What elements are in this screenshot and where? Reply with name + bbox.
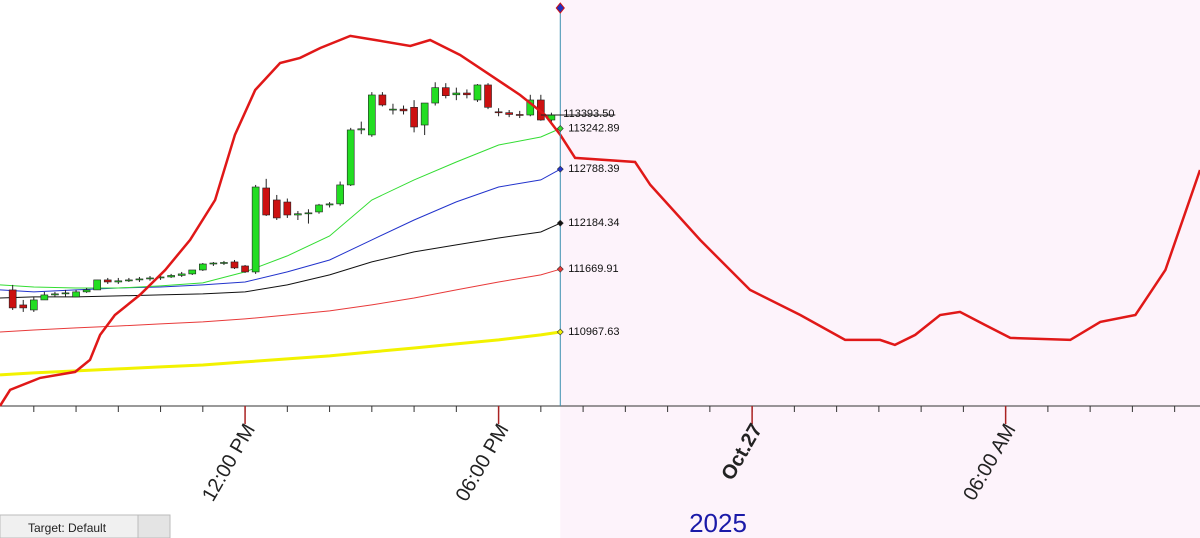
ma-line [0,268,561,333]
candle-body [30,299,38,311]
ma-line [0,330,561,377]
candle-body [378,94,387,106]
candle-body [325,203,334,206]
candle-body [473,84,482,101]
candle-body [61,292,70,295]
end-marker [556,165,564,173]
candle-body [93,279,101,291]
candle-body [346,129,355,186]
ma-line [0,128,561,289]
end-label: 111669.91 [568,263,618,275]
candle-body [410,107,418,128]
candle-body [241,265,249,273]
candle-body [494,111,503,114]
candle-body [389,108,397,111]
candle-body [209,262,218,265]
end-label: 110967.63 [568,326,619,338]
candle-body [72,291,80,298]
candle-body [399,108,408,112]
last-price-label: 113393.50 [563,108,614,120]
candle-body [484,84,492,108]
candle-body [452,92,461,96]
candle-body [8,289,17,309]
candle-body [220,262,228,264]
candle-body [463,92,471,96]
candle-body [357,128,366,131]
candle-body [420,102,429,126]
candle-body [177,273,186,276]
ma-line [0,222,561,299]
candle-body [431,87,440,104]
candle-body [505,112,513,115]
candle-body [262,187,270,216]
candle-body [114,280,123,283]
candle-body [315,204,323,213]
candle-body [40,294,49,301]
end-label: 113242.89 [568,122,619,134]
status-button[interactable] [137,514,171,538]
candle-body [199,263,207,271]
end-marker [556,125,564,132]
end-label: 112184.34 [568,217,619,229]
candle-body [294,213,302,216]
future-area [560,0,1200,538]
candle-body [188,269,197,275]
candle-body [272,199,281,219]
candle-body [103,279,112,283]
forecast-line [0,34,1200,407]
ma-line [0,168,561,293]
candle-body [304,212,313,215]
end-marker [556,265,564,273]
status-text: Target: Default [28,521,107,535]
candle-body [368,94,376,136]
candle-body [167,275,175,278]
candle-body [515,114,524,116]
candle-body [125,279,133,282]
candle-body [146,277,154,280]
end-marker [556,328,564,336]
cursor-marker [555,2,565,14]
end-label: 112788.39 [568,163,619,175]
candle-body [336,184,344,205]
year-label: 2025 [689,508,747,538]
candle-body [82,289,91,293]
candle-body [19,304,28,309]
candle-body [251,186,260,273]
end-marker [556,219,564,227]
candle-body [51,293,59,296]
candle-body [230,261,239,269]
candle-body [283,201,292,216]
candle-body [441,87,450,96]
candle-body [135,278,144,281]
